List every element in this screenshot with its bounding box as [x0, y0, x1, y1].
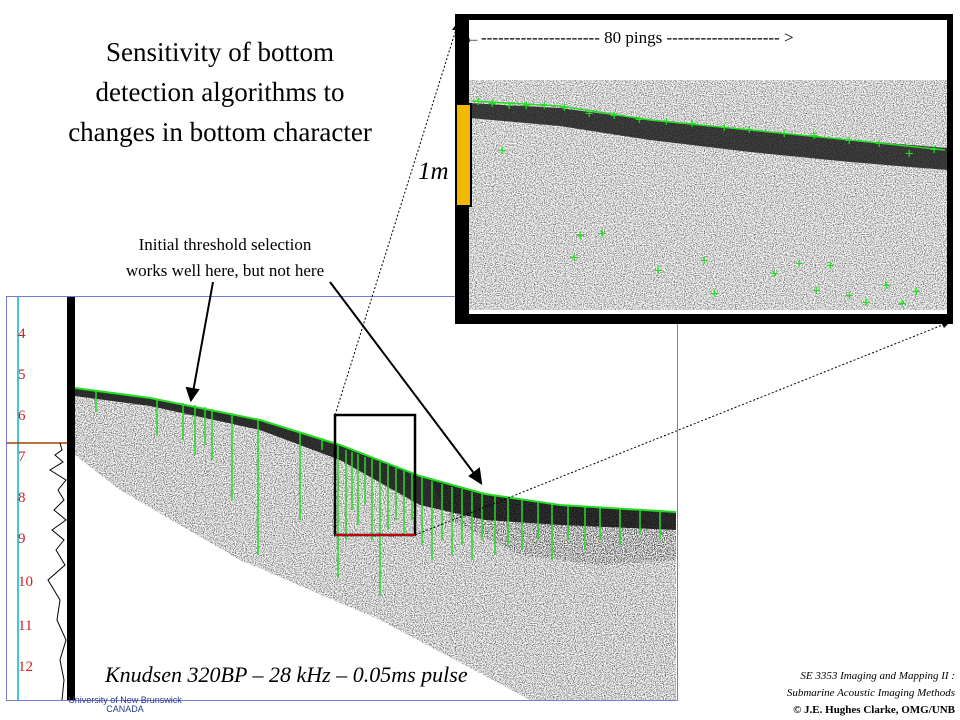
svg-text:+: + — [505, 98, 513, 114]
university-logo-text: University of New Brunswick CANADA — [30, 696, 220, 714]
annotation-line-1: Initial threshold selection — [138, 235, 312, 254]
svg-text:+: + — [930, 142, 938, 158]
depth-strip — [7, 297, 67, 700]
slide-title: Sensitivity of bottom detection algorith… — [20, 32, 420, 152]
svg-text:+: + — [598, 226, 606, 242]
title-line-1: Sensitivity of bottom — [105, 37, 334, 67]
course-subtitle: Submarine Acoustic Imaging Methods — [786, 687, 955, 699]
credits: SE 3353 Imaging and Mapping II : Submari… — [700, 668, 955, 719]
depth-label-4: 4 — [18, 326, 26, 342]
scale-bar — [455, 103, 472, 207]
deep-dark-band — [430, 480, 676, 565]
svg-text:+: + — [662, 114, 670, 130]
svg-text:+: + — [576, 228, 584, 244]
depth-label-7: 7 — [18, 449, 26, 465]
waveform-trace — [47, 442, 67, 701]
svg-text:+: + — [610, 108, 618, 124]
svg-text:+: + — [912, 284, 920, 300]
depth-label-8: 8 — [18, 490, 26, 506]
svg-text:+: + — [635, 112, 643, 128]
university-country: CANADA — [106, 704, 144, 714]
svg-text:+: + — [845, 133, 853, 149]
svg-text:+: + — [498, 143, 506, 159]
svg-text:+: + — [540, 98, 548, 114]
svg-text:+: + — [700, 253, 708, 269]
annotation-line-2: works well here, but not here — [125, 261, 325, 280]
svg-text:+: + — [654, 263, 662, 279]
svg-text:+: + — [585, 106, 593, 122]
svg-text:+: + — [780, 126, 788, 142]
svg-text:+: + — [905, 146, 913, 162]
scale-label: 1m — [418, 158, 449, 185]
inset-bottom-band — [469, 103, 947, 170]
transducer-bar — [67, 297, 75, 700]
title-line-3: changes in bottom character — [68, 117, 372, 147]
svg-text:+: + — [488, 96, 496, 112]
depth-label-10: 10 — [18, 574, 33, 590]
inset-connectors — [334, 19, 951, 536]
svg-text:+: + — [688, 116, 696, 132]
svg-text:+: + — [810, 128, 818, 144]
svg-text:+: + — [522, 98, 530, 114]
depth-axis: 4 5 6 7 8 9 10 11 12 — [6, 296, 46, 701]
depth-label-5: 5 — [18, 367, 26, 383]
depth-label-9: 9 — [18, 531, 26, 547]
svg-text:+: + — [770, 266, 778, 282]
depth-label-11: 11 — [18, 618, 33, 634]
svg-text:+: + — [745, 122, 753, 138]
svg-text:+: + — [882, 278, 890, 294]
svg-text:+: + — [845, 288, 853, 304]
svg-text:+: + — [570, 250, 578, 266]
depth-label-6: 6 — [18, 408, 26, 424]
course-line: SE 3353 Imaging and Mapping II : — [800, 670, 955, 682]
copyright: © J.E. Hughes Clarke, OMG/UNB — [793, 704, 955, 716]
svg-text:+: + — [474, 94, 482, 110]
svg-text:+: + — [898, 296, 906, 312]
svg-text:+: + — [710, 286, 718, 302]
university-name: University of New Brunswick — [68, 695, 182, 705]
threshold-annotation: Initial threshold selection works well h… — [80, 232, 370, 284]
seafloor-backscatter — [75, 388, 676, 700]
inset-detection-line — [471, 100, 946, 151]
echosounder-caption: Knudsen 320BP – 28 kHz – 0.05ms pulse — [105, 662, 468, 687]
depth-label-12: 12 — [18, 659, 33, 675]
svg-text:+: + — [862, 295, 870, 311]
svg-text:+: + — [826, 258, 834, 274]
svg-text:+: + — [795, 256, 803, 272]
svg-text:+: + — [875, 136, 883, 152]
false-detections — [95, 390, 661, 595]
svg-text:+: + — [720, 120, 728, 136]
title-line-2: detection algorithms to — [95, 77, 345, 107]
pings-label: ←--------------------- 80 pings --------… — [464, 28, 794, 47]
annotation-arrows — [185, 281, 483, 486]
svg-text:+: + — [812, 283, 820, 299]
inset-detection-marks: + + + + + + + + + + + + + + + + + + + + + + + + + + + + + +… — [474, 94, 938, 312]
bottom-detection-line — [74, 387, 677, 513]
svg-text:+: + — [560, 100, 568, 116]
